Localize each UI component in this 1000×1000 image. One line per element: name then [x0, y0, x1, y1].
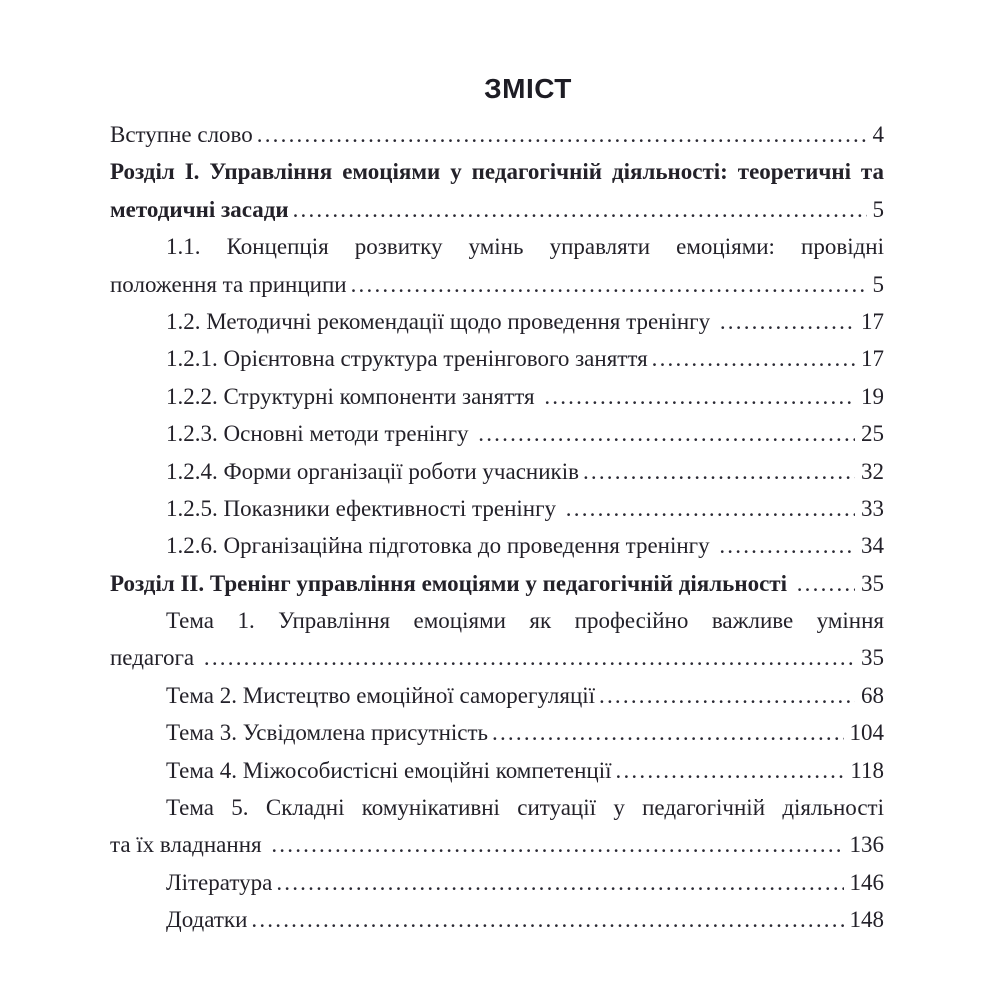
page-number: 34: [861, 533, 884, 559]
toc-entry-line: 1.2. Методичні рекомендації щодо проведе…: [110, 303, 884, 340]
page-number: 17: [861, 308, 884, 334]
toc-entry-text: 1.2.6. Організаційна підготовка до прове…: [166, 533, 716, 559]
toc-entry-text: 1.2.4. Форми організації роботи учасникі…: [166, 458, 579, 484]
toc-entry-line: педагога 35: [110, 639, 884, 676]
dot-leader: [616, 752, 845, 789]
toc-entry-line: 1.2.3. Основні методи тренінгу 25: [110, 415, 884, 452]
page-number: 4: [872, 122, 885, 147]
toc-entry-line: 1.2.5. Показники ефективності тренінгу 3…: [110, 490, 884, 527]
dot-leader: [257, 116, 867, 153]
toc-entry-line: 1.2.2. Структурні компоненти заняття 19: [110, 378, 884, 415]
toc-entry-line: Тема 5. Складні комунікативні ситуації у…: [166, 795, 884, 821]
toc-entry-line: 1.2.4. Форми організації роботи учасникі…: [110, 453, 884, 490]
dot-leader: [566, 490, 855, 527]
dot-leader: [478, 415, 855, 452]
dot-leader: [271, 826, 843, 863]
toc-entry-text: положення та принципи: [110, 271, 347, 297]
toc-entry-line: Тема 4. Міжособистісні емоційні компетен…: [110, 752, 884, 789]
page-number: 25: [861, 421, 884, 447]
toc-entry-line: Додатки 148: [110, 901, 884, 938]
toc-entry-text: Тема 4. Міжособистісні емоційні компетен…: [166, 757, 612, 783]
page-number: 32: [861, 458, 884, 484]
toc-entry-line: Література 146: [110, 864, 884, 901]
toc-entry-text: та їх владнання: [110, 832, 268, 858]
toc-entry-text: 1.2.3. Основні методи тренінгу: [166, 421, 475, 447]
dot-leader: [351, 266, 867, 303]
page-number: 148: [849, 907, 885, 933]
toc-entry-line: Тема 1. Управління емоціями як професійн…: [166, 608, 884, 634]
page-number: 118: [850, 757, 884, 783]
dot-leader: [293, 191, 867, 228]
toc-entry-text: Література: [166, 869, 273, 895]
page-number: 35: [861, 645, 884, 671]
dot-leader: [544, 378, 855, 415]
dot-leader: [599, 677, 855, 714]
toc-entry-text: Вступне слово: [110, 122, 253, 147]
page-title: ЗМІСТ: [484, 73, 572, 104]
toc-entry-line: Розділ І. Управління емоціями у педагогі…: [110, 159, 884, 185]
page-number: 33: [861, 495, 884, 521]
toc-entry-text: 1.2.1. Орієнтовна структура тренінгового…: [166, 346, 648, 372]
toc-entry-line: методичні засади 5: [110, 191, 884, 228]
toc-entry-line: положення та принципи 5: [110, 266, 884, 303]
toc-entry-text: педагога: [110, 645, 200, 671]
dot-leader: [251, 901, 843, 938]
page-number: 5: [872, 196, 885, 222]
dot-leader: [797, 565, 855, 602]
dot-leader: [276, 864, 843, 901]
toc-entry-line: Тема 2. Мистецтво емоційної саморегуляці…: [110, 677, 884, 714]
toc-entry-line: 1.2.1. Орієнтовна структура тренінгового…: [110, 340, 884, 377]
toc-entry-text: 1.2. Методичні рекомендації щодо проведе…: [166, 308, 716, 334]
toc-entry-text: Додатки: [166, 907, 248, 933]
dot-leader: [492, 714, 843, 751]
toc-entry-text: Тема 3. Усвідомлена присутність: [166, 720, 489, 746]
toc-entry-line: 1.2.6. Організаційна підготовка до прове…: [110, 527, 884, 564]
page-number: 104: [849, 720, 885, 746]
toc-entry-line: Тема 3. Усвідомлена присутність 104: [110, 714, 884, 751]
page-number: 136: [849, 832, 885, 858]
toc-entry-text: методичні засади: [110, 196, 289, 222]
toc-entry-text: 1.2.5. Показники ефективності тренінгу: [166, 495, 562, 521]
dot-leader: [583, 453, 855, 490]
dot-leader: [652, 340, 855, 377]
toc-entry-text: Розділ ІІ. Тренінг управління емоціями у…: [110, 570, 793, 596]
toc-entry-line: 1.1. Концепція розвитку умінь управляти …: [166, 234, 884, 260]
page-number: 5: [872, 271, 885, 297]
dot-leader: [720, 303, 855, 340]
page-number: 17: [861, 346, 884, 372]
table-of-contents: Вступне слово 4 Розділ І. Управління емоці…: [110, 116, 884, 939]
toc-entry-line: та їх владнання 136: [110, 826, 884, 863]
dot-leader: [204, 639, 855, 676]
page-number: 146: [849, 869, 885, 895]
page-number: 35: [861, 570, 884, 596]
page-number: 68: [861, 682, 884, 708]
toc-entry-line: Розділ ІІ. Тренінг управління емоціями у…: [110, 565, 884, 602]
dot-leader: [719, 527, 855, 564]
page-number: 19: [861, 383, 884, 409]
toc-entry-text: 1.2.2. Структурні компоненти заняття: [166, 383, 541, 409]
toc-entry-text: Тема 2. Мистецтво емоційної саморегуляці…: [166, 682, 596, 708]
toc-entry-line: Вступне слово 4: [110, 116, 884, 153]
